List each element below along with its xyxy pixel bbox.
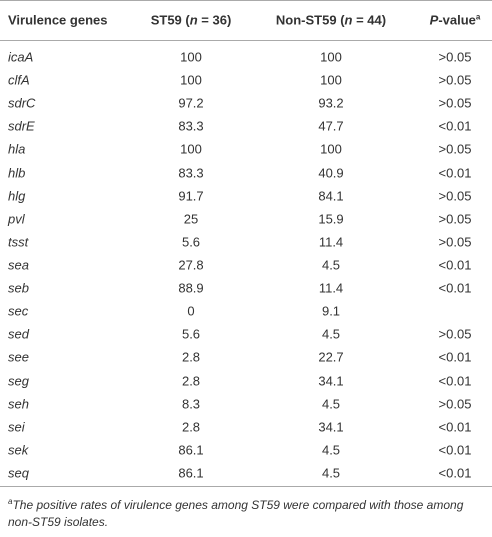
table-cell: <0.01 bbox=[438, 280, 472, 296]
gene-name: seg bbox=[8, 373, 29, 389]
table-cell: 0 bbox=[187, 303, 195, 319]
table-cell: 2.8 bbox=[181, 419, 201, 435]
gene-name: clfA bbox=[8, 72, 30, 88]
table-cell: 11.4 bbox=[318, 280, 344, 296]
table-cell: 93.2 bbox=[318, 95, 344, 111]
table-cell: 100 bbox=[320, 141, 342, 157]
table-cell: 100 bbox=[180, 141, 202, 157]
header-text: P bbox=[429, 12, 439, 28]
table-cell: <0.01 bbox=[438, 419, 472, 435]
table-cell: <0.01 bbox=[438, 257, 472, 273]
table-cell: <0.01 bbox=[438, 465, 472, 481]
header-text: -value bbox=[438, 12, 476, 28]
bottom-rule bbox=[0, 486, 492, 487]
table-cell: 91.7 bbox=[178, 188, 204, 204]
table-cell: >0.05 bbox=[438, 49, 472, 65]
gene-name: sdrE bbox=[8, 118, 35, 134]
table-cell: 5.6 bbox=[181, 234, 201, 250]
header-rule bbox=[0, 40, 492, 41]
gene-name: sei bbox=[8, 419, 25, 435]
top-rule bbox=[0, 0, 492, 1]
table-cell: 9.1 bbox=[321, 303, 341, 319]
table-cell: 47.7 bbox=[318, 118, 344, 134]
table-cell: 2.8 bbox=[181, 349, 201, 365]
header-cell: Virulence genes bbox=[8, 13, 107, 28]
gene-name: icaA bbox=[8, 49, 34, 65]
table-cell: <0.01 bbox=[438, 442, 472, 458]
table-cell: 84.1 bbox=[318, 188, 344, 204]
gene-name: tsst bbox=[8, 234, 29, 250]
table-cell: 100 bbox=[180, 49, 202, 65]
table-cell: 34.1 bbox=[318, 373, 344, 389]
gene-name: hla bbox=[8, 141, 26, 157]
table-cell: <0.01 bbox=[438, 118, 472, 134]
table-cell: 4.5 bbox=[321, 396, 341, 412]
table-cell: 86.1 bbox=[178, 442, 204, 458]
table-cell: 97.2 bbox=[178, 95, 204, 111]
table-cell: 8.3 bbox=[181, 396, 201, 412]
gene-name: pvl bbox=[8, 211, 25, 227]
table-cell: >0.05 bbox=[438, 95, 472, 111]
table-cell: 2.8 bbox=[181, 373, 201, 389]
table-cell: >0.05 bbox=[438, 188, 472, 204]
table-cell: >0.05 bbox=[438, 234, 472, 250]
table-cell: 83.3 bbox=[178, 118, 204, 134]
table-cell: 86.1 bbox=[178, 465, 204, 481]
gene-name: sdrC bbox=[8, 95, 36, 111]
table-cell: 27.8 bbox=[178, 257, 204, 273]
table-cell: >0.05 bbox=[438, 211, 472, 227]
table-cell: 4.5 bbox=[321, 442, 341, 458]
gene-name: hlg bbox=[8, 188, 26, 204]
header-text: a bbox=[475, 12, 481, 22]
header-text: Virulence genes bbox=[8, 12, 108, 28]
gene-name: sea bbox=[8, 257, 29, 273]
table-cell: 15.9 bbox=[318, 211, 344, 227]
table-cell: 34.1 bbox=[318, 419, 344, 435]
table-cell: 88.9 bbox=[178, 280, 204, 296]
gene-name: hlb bbox=[8, 165, 26, 181]
table-cell: 5.6 bbox=[181, 326, 201, 342]
header-cell: P-valuea bbox=[430, 12, 481, 27]
header-text: n bbox=[189, 12, 198, 28]
table-cell: >0.05 bbox=[438, 326, 472, 342]
header-text: ST59 ( bbox=[150, 12, 190, 28]
table-cell: <0.01 bbox=[438, 373, 472, 389]
table-cell: 4.5 bbox=[321, 326, 341, 342]
table-cell: <0.01 bbox=[438, 165, 472, 181]
gene-name: seb bbox=[8, 280, 29, 296]
table-cell: >0.05 bbox=[438, 141, 472, 157]
gene-name: sec bbox=[8, 303, 29, 319]
gene-name: seh bbox=[8, 396, 29, 412]
table-cell: 100 bbox=[180, 72, 202, 88]
footnote-marker: a bbox=[8, 497, 13, 506]
table-cell: 4.5 bbox=[321, 465, 341, 481]
table-cell: >0.05 bbox=[438, 396, 472, 412]
table-cell: 100 bbox=[320, 72, 342, 88]
table-cell: <0.01 bbox=[438, 349, 472, 365]
table-cell: 83.3 bbox=[178, 165, 204, 181]
table-cell: 100 bbox=[320, 49, 342, 65]
table-cell: 22.7 bbox=[318, 349, 344, 365]
footnote-text: The positive rates of virulence genes am… bbox=[8, 498, 464, 529]
header-text: Non-ST59 ( bbox=[275, 12, 345, 28]
header-text: n bbox=[344, 12, 353, 28]
gene-name: see bbox=[8, 349, 29, 365]
table-cell: >0.05 bbox=[438, 72, 472, 88]
table-cell: 40.9 bbox=[318, 165, 344, 181]
gene-name: sek bbox=[8, 442, 29, 458]
gene-name: seq bbox=[8, 465, 29, 481]
header-text: = 36) bbox=[197, 12, 232, 28]
table-cell: 4.5 bbox=[321, 257, 341, 273]
header-cell: Non-ST59 (n = 44) bbox=[276, 13, 386, 28]
header-text: = 44) bbox=[352, 12, 387, 28]
table-cell: 25 bbox=[183, 211, 199, 227]
footnote: aThe positive rates of virulence genes a… bbox=[8, 493, 488, 531]
header-cell: ST59 (n = 36) bbox=[151, 13, 232, 28]
table-cell: 11.4 bbox=[318, 234, 344, 250]
gene-name: sed bbox=[8, 326, 29, 342]
